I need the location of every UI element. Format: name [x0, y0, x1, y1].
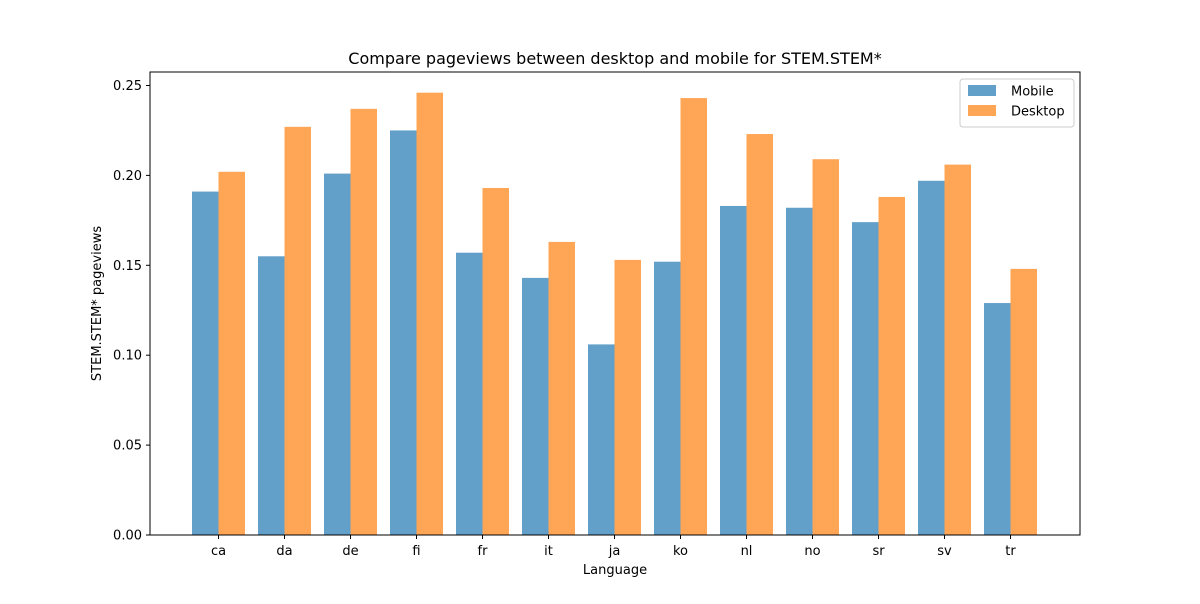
y-tick-label-0.00: 0.00: [113, 529, 142, 544]
y-tick-label-0.15: 0.15: [113, 259, 142, 274]
x-tick-label-nl: nl: [741, 544, 753, 559]
bar-mobile-ca: [192, 191, 219, 536]
x-tick-label-no: no: [804, 544, 820, 559]
x-tick-label-fr: fr: [478, 544, 489, 559]
bar-mobile-ja: [588, 344, 615, 535]
bar-desktop-ja: [614, 259, 641, 535]
bar-desktop-de: [350, 108, 377, 535]
x-tick-label-fi: fi: [412, 544, 420, 559]
x-axis-ticks: ca da de fi fr it ja ko nl no sr sv tr: [211, 535, 1016, 559]
bar-mobile-fr: [456, 252, 483, 536]
bar-mobile-ko: [654, 261, 681, 535]
y-tick-label-0.10: 0.10: [113, 349, 142, 364]
bar-mobile-nl: [720, 205, 747, 536]
bar-mobile-de: [324, 173, 351, 536]
bar-desktop-tr: [1010, 268, 1037, 535]
bar-mobile-sv: [918, 180, 945, 535]
bar-desktop-ca: [218, 171, 245, 535]
x-tick-label-ca: ca: [211, 544, 226, 559]
bar-mobile-no: [786, 207, 813, 535]
chart-title: Compare pageviews between desktop and mo…: [348, 49, 881, 68]
legend: Mobile Desktop: [959, 78, 1075, 128]
y-axis-ticks: 0.00 0.05 0.10 0.15 0.20 0.25: [113, 79, 150, 544]
x-tick-label-ja: ja: [608, 544, 621, 559]
x-tick-label-de: de: [342, 544, 358, 559]
bar-desktop-it: [548, 241, 575, 535]
bar-desktop-da: [284, 126, 311, 536]
legend-swatch-desktop: [968, 105, 996, 116]
bar-mobile-it: [522, 277, 549, 535]
x-tick-label-ko: ko: [673, 544, 688, 559]
bar-desktop-no: [812, 159, 839, 536]
legend-label-desktop: Desktop: [1011, 105, 1065, 120]
y-axis-label: STEM.STEM* pageviews: [90, 226, 105, 381]
bar-mobile-da: [258, 256, 285, 535]
y-tick-label-0.05: 0.05: [113, 439, 142, 454]
bar-desktop-nl: [746, 134, 773, 535]
bar-desktop-sv: [944, 164, 971, 535]
x-tick-label-it: it: [544, 544, 553, 559]
y-tick-label-0.25: 0.25: [113, 79, 142, 94]
bar-desktop-ko: [680, 98, 707, 536]
bar-mobile-fi: [390, 130, 417, 535]
x-axis-label: Language: [583, 563, 647, 578]
x-tick-label-sr: sr: [872, 544, 885, 559]
bar-mobile-tr: [984, 303, 1011, 535]
legend-label-mobile: Mobile: [1011, 85, 1054, 100]
y-tick-label-0.20: 0.20: [113, 169, 142, 184]
bar-desktop-fi: [416, 92, 443, 535]
bar-mobile-sr: [852, 222, 879, 535]
bar-desktop-fr: [482, 187, 509, 535]
x-tick-label-da: da: [276, 544, 292, 559]
x-tick-label-sv: sv: [937, 544, 952, 559]
plot-frame: [149, 71, 1081, 536]
bar-desktop-sr: [878, 196, 905, 536]
x-tick-label-tr: tr: [1005, 544, 1016, 559]
bars-layer: [192, 92, 1037, 536]
legend-swatch-mobile: [968, 85, 996, 96]
